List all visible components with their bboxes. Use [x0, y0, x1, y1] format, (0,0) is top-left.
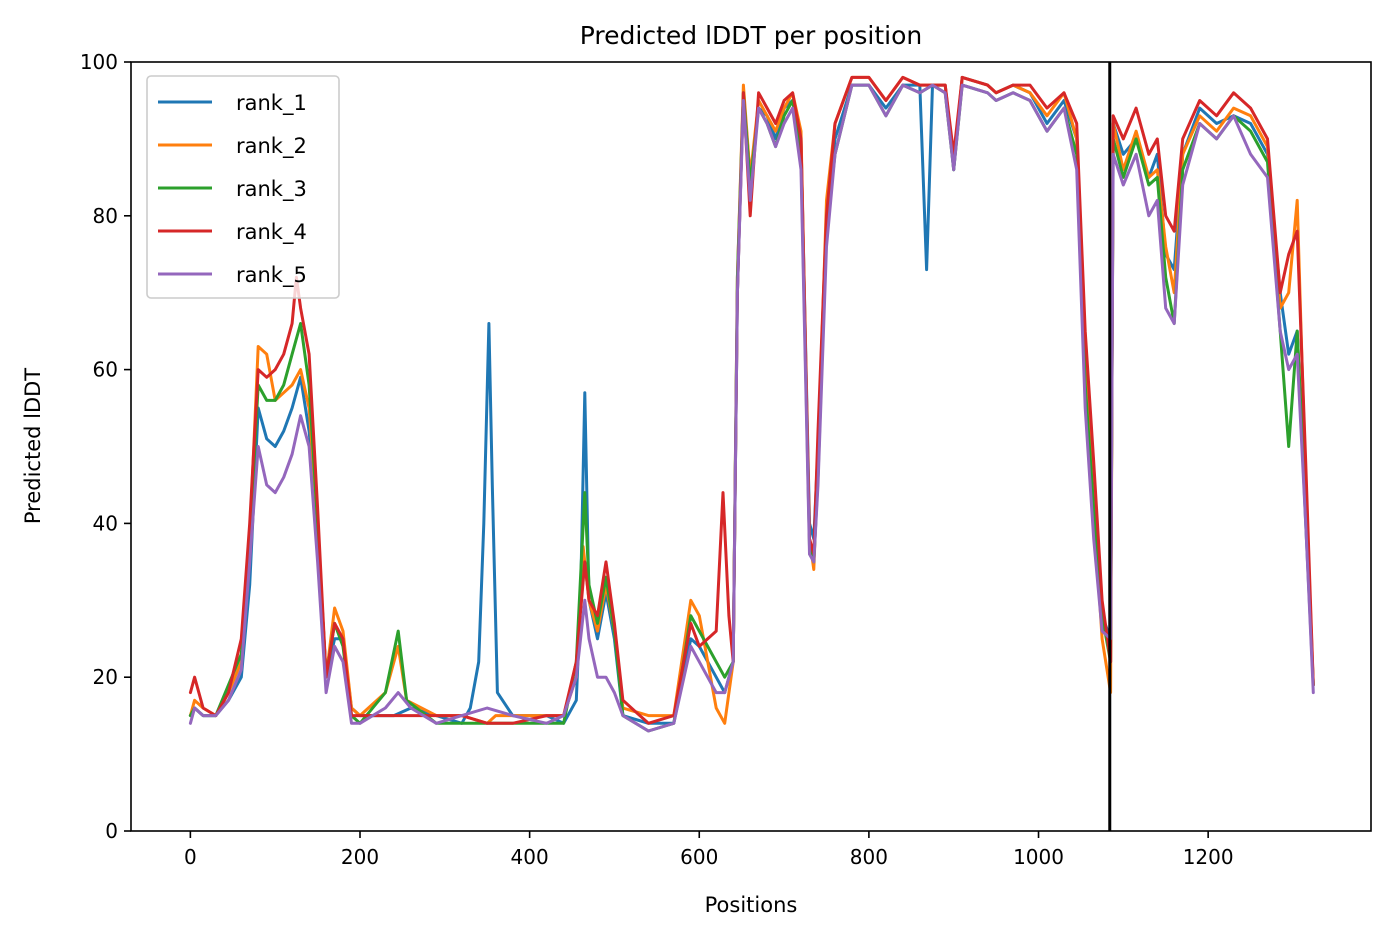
plot-area: [130, 61, 1372, 832]
y-tick-label: 40: [93, 511, 118, 535]
y-tick-label: 80: [93, 204, 118, 228]
x-axis-title: Positions: [705, 893, 798, 917]
x-tick-label: 1200: [1183, 845, 1234, 869]
plot-frame: [130, 61, 1372, 832]
x-axis: 0 200 400 600 800 1000 1200: [184, 831, 1234, 869]
x-tick-label: 800: [850, 845, 888, 869]
y-axis: 0 20 40 60 80 100: [80, 50, 131, 843]
x-tick-label: 600: [680, 845, 718, 869]
legend-label-rank_5: rank_5: [236, 263, 307, 288]
x-tick-label: 200: [341, 845, 379, 869]
legend-label-rank_3: rank_3: [236, 177, 307, 202]
series-line-rank_2: [188, 75, 1315, 725]
legend-items: rank_1 rank_2 rank_3 rank_4 rank_5: [158, 91, 307, 288]
x-tick-label: 0: [184, 845, 197, 869]
legend: rank_1 rank_2 rank_3 rank_4 rank_5: [146, 75, 340, 299]
x-tick-label: 400: [511, 845, 549, 869]
legend-label-rank_4: rank_4: [236, 220, 307, 245]
legend-box: [146, 75, 340, 299]
legend-label-rank_2: rank_2: [236, 134, 307, 159]
y-tick-label: 0: [105, 819, 118, 843]
series-layer: [188, 75, 1315, 733]
series-line-rank_5: [188, 83, 1315, 733]
y-axis-title: Predicted lDDT: [21, 368, 45, 524]
y-tick-label: 60: [93, 358, 118, 382]
x-tick-label: 1000: [1013, 845, 1064, 869]
chart-title: Predicted lDDT per position: [580, 21, 922, 50]
legend-label-rank_1: rank_1: [236, 91, 307, 116]
y-tick-label: 20: [93, 665, 118, 689]
y-tick-label: 100: [80, 50, 118, 74]
